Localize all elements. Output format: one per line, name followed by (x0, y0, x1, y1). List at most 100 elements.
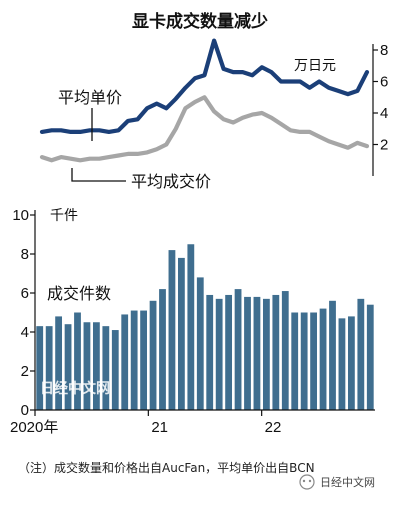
series-point-1 (175, 128, 177, 130)
series-point-0 (70, 131, 72, 133)
series-point-1 (156, 148, 158, 150)
bar (262, 298, 270, 410)
bar (74, 312, 81, 410)
bar (92, 322, 100, 410)
series-point-0 (79, 131, 81, 133)
series-point-1 (318, 136, 320, 138)
series-point-1 (70, 158, 72, 160)
price-series-labels: 平均单价 平均成交价 (58, 88, 211, 191)
series-point-0 (41, 131, 43, 133)
series-point-1 (79, 159, 81, 161)
volume-bars (36, 244, 374, 410)
series-point-1 (194, 101, 196, 103)
bar (206, 294, 214, 410)
series-point-0 (194, 77, 196, 79)
series-point-1 (136, 153, 139, 155)
bar (102, 326, 110, 410)
wechat-logo-icon (299, 474, 315, 490)
chart-title: 显卡成交数量减少 (132, 11, 268, 32)
bar (329, 300, 336, 410)
volume-y-axis: 0 2 4 6 8 10 (12, 207, 36, 419)
series-point-0 (261, 66, 263, 68)
bar (253, 296, 261, 410)
series-point-1 (347, 147, 349, 149)
series-point-0 (328, 87, 330, 89)
volume-tick-label: 4 (21, 324, 29, 341)
bar (347, 316, 355, 410)
series-point-0 (242, 71, 244, 73)
bar (300, 312, 308, 410)
series-point-0 (50, 129, 53, 131)
bar (357, 298, 365, 410)
series-point-0 (270, 71, 273, 73)
series-point-0 (136, 118, 139, 120)
volume-series-label: 成交件数 (47, 284, 111, 303)
bar (215, 298, 223, 410)
series-label-avg-deal-price: 平均成交价 (131, 172, 211, 191)
price-line-chart: 2 4 6 8 万日元 平均单价 平均成交价 (39, 38, 388, 191)
volume-tick-label: 6 (21, 285, 29, 302)
bar (310, 312, 318, 410)
bar (159, 289, 166, 410)
series-point-0 (309, 87, 311, 89)
volume-tick-label: 2 (21, 363, 29, 380)
series-point-0 (223, 68, 225, 70)
bar (234, 289, 242, 410)
bar (281, 291, 289, 410)
series-point-0 (203, 74, 206, 76)
price-tick-label: 2 (380, 137, 388, 154)
bar (140, 310, 148, 410)
series-point-1 (89, 158, 91, 160)
series-point-1 (289, 129, 292, 131)
time-tick-label: 22 (265, 419, 282, 436)
series-point-0 (108, 131, 110, 133)
series-point-1 (184, 107, 186, 109)
series-point-0 (117, 129, 120, 131)
series-point-0 (356, 90, 359, 92)
series-point-0 (146, 107, 148, 109)
bar (244, 296, 251, 410)
volume-tick-label: 0 (21, 402, 29, 419)
wechat-logo: 日经中文网 (299, 474, 375, 490)
series-point-0 (60, 129, 62, 131)
series-point-1 (232, 121, 234, 124)
bar (45, 326, 53, 410)
bar (177, 257, 185, 410)
series-point-0 (98, 129, 100, 131)
volume-bar-chart: 0 2 4 6 8 10 千件 成交件数 2020年 21 22 日经中文网 (10, 207, 375, 436)
volume-tick-label: 8 (21, 246, 29, 263)
series-point-0 (289, 80, 292, 83)
series-point-1 (203, 96, 206, 98)
series-point-0 (299, 80, 301, 83)
volume-unit-label: 千件 (50, 208, 78, 224)
bar (366, 304, 374, 410)
bar (111, 330, 119, 410)
series-point-1 (299, 131, 301, 133)
bar (83, 322, 91, 410)
series-point-0 (127, 120, 129, 122)
price-series-group (39, 38, 370, 163)
series-point-0 (156, 102, 158, 105)
bar (338, 318, 346, 410)
bar (291, 312, 299, 410)
series-point-1 (356, 142, 359, 144)
bar (225, 294, 233, 410)
source-note: （注）成交数量和价格出自AucFan，平均单价出自BCN (18, 460, 315, 475)
series-point-1 (366, 145, 368, 147)
bar (130, 310, 138, 410)
series-point-1 (50, 159, 53, 161)
series-point-0 (89, 129, 91, 131)
bar (64, 324, 72, 410)
series-point-0 (232, 71, 234, 73)
series-point-0 (366, 71, 368, 73)
bar (196, 277, 204, 410)
bar (55, 316, 63, 410)
time-x-axis: 2020年 21 22 (10, 409, 375, 436)
series-point-1 (270, 117, 273, 119)
price-y-axis: 2 4 6 8 (372, 42, 388, 176)
series-point-1 (127, 153, 129, 155)
series-point-1 (261, 112, 263, 114)
watermark: 日经中文网 (40, 380, 110, 397)
series-point-0 (251, 74, 253, 76)
